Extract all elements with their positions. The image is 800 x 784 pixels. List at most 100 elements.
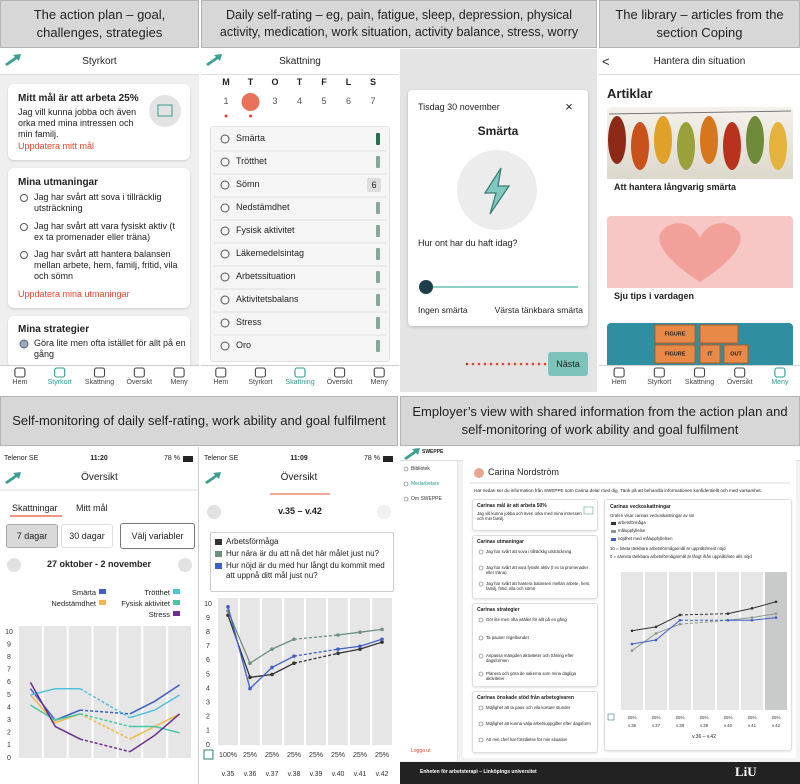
nav-label[interactable]: Meny [170,379,188,386]
nav-label[interactable]: Översikt [326,379,353,386]
rating-item[interactable]: Läkemedelsintag [236,248,305,258]
legend-label: Trötthet [144,588,170,597]
nav-label[interactable]: Styrkort [647,379,672,386]
nav-label[interactable]: Översikt [726,379,753,386]
rating-list [210,126,390,362]
date[interactable]: 7 [370,96,376,106]
screen-title: Hantera din situation [653,56,746,67]
employee-name: Carina Nordström [488,467,560,477]
period: v.36 – v.42 [692,734,716,740]
card-text: Grafen visar carinas veckoskattningar av… [610,513,695,518]
status-battery: 78 % [364,455,380,462]
list-item: Jag har svårt att sova i tillräcklig uts… [486,549,572,554]
list-item: Jag har svårt att vara fysiskt aktiv (t … [34,221,176,242]
rating-item[interactable]: Fysisk aktivitet [236,225,295,235]
nav-label[interactable]: Meny [771,379,789,386]
period: v.35 – v.42 [278,506,322,516]
nav-label[interactable]: Styrkort [47,379,72,386]
legend-label: måluppfyllelse [618,528,646,533]
weekday: T [296,77,303,87]
choose-button[interactable]: Välj variabler [120,523,195,549]
back-button[interactable]: < [602,54,610,69]
slider-max-label: Värsta tänkbara smärta [494,305,583,315]
date[interactable]: 1 [223,96,229,106]
tab[interactable]: Skattningar [12,503,58,513]
card-heading: Mina strategier [18,324,90,335]
card [472,691,598,753]
link[interactable]: Uppdatera mitt mål [18,141,95,151]
date[interactable]: 2 [247,96,253,106]
app-header [599,49,800,75]
list-item: Planera och göra de sakerna som mina dag… [486,671,577,682]
list-item: Möjlighet att ta paus och vila kortare s… [486,705,571,710]
rating-item[interactable]: Aktivitetsbalans [236,294,299,304]
next-button[interactable]: Nästa [548,352,588,376]
date[interactable]: 4 [296,96,302,106]
footer-text: Enheten för arbetsterapi – Linköpings un… [420,769,537,775]
nav-label[interactable]: Skattning [84,379,115,386]
nav-label[interactable]: Hem [213,379,229,386]
caption: Daily self-rating – eg, pain, fatigue, s… [201,0,597,48]
card-text: Jag vill kunna jobba och även orka med m… [18,107,137,139]
prev-button[interactable]: < [11,559,17,569]
screen-title: Översikt [280,472,318,483]
nav-label[interactable]: Styrkort [248,379,273,386]
nav-label[interactable]: Meny [370,379,388,386]
question: Hur ont har du haft idag? [418,238,518,248]
caption: Employer’s view with shared information … [400,396,800,446]
weekday: F [321,77,327,87]
rating-item[interactable]: Nedstämdhet [236,202,290,212]
rating-item[interactable]: Trötthet [236,156,267,166]
article-title[interactable]: Sju tips i vardagen [614,291,695,301]
score-box: 6 [367,178,381,192]
status-battery: 78 % [164,455,180,462]
status-time: 11:09 [290,455,308,462]
nav-label[interactable]: Skattning [684,379,715,386]
list-item: Att min chef har förståelse för min situ… [486,737,568,742]
next-button[interactable]: > [182,559,188,569]
prev-button[interactable]: < [211,506,217,516]
status-time: 11:20 [90,455,108,462]
legend-box [210,532,394,592]
tab[interactable]: Mitt mål [76,503,108,513]
period: 27 oktober - 2 november [46,559,152,569]
close-button[interactable]: × [565,99,573,114]
next-button[interactable]: > [381,506,387,516]
logout[interactable]: Logga ut [411,748,431,754]
card [472,603,598,687]
weekday: L [345,77,352,87]
list-item: Anpassa mängden aktiviteter och träning … [486,653,574,664]
range-button[interactable]: 30 dagar [61,524,113,548]
rating-item[interactable]: Sömn [236,179,260,189]
rating-item[interactable]: Smärta [236,133,266,143]
intro: Här nedan ser du information från SWEPPE… [474,488,762,493]
link[interactable]: Uppdatera mina utmaningar [18,289,130,299]
date[interactable]: 3 [272,96,278,106]
sidebar-item[interactable]: Medarbetare [411,481,440,487]
rating-item[interactable]: Oro [236,340,252,350]
screen-title: Översikt [81,472,118,483]
screen-title: Skattning [279,56,321,67]
section-heading: Artiklar [607,86,653,101]
rating-item[interactable]: Stress [236,317,262,327]
rating-item[interactable]: Arbetssituation [236,271,296,281]
footer [400,762,800,784]
card-heading: Carinas önskade stöd från arbetsgivaren [477,695,574,701]
nav-label[interactable]: Översikt [126,379,153,386]
date[interactable]: 6 [345,96,351,106]
nav-label[interactable]: Hem [12,379,28,386]
range-button[interactable]: 7 dagar [6,524,58,548]
card-text: Jag vill kunna jobba och även orka med m… [477,511,582,522]
legend-label: arbetsförmåga [618,520,646,525]
legend-label: Nedstämdhet [51,599,96,608]
nav-label[interactable]: Hem [611,379,627,386]
legend-label: Hur nära är du att nå det här målet just… [226,549,379,558]
sidebar-item[interactable]: Bibliotek [411,466,430,472]
nav-label[interactable]: Skattning [285,379,315,386]
sidebar-item[interactable]: Om SWEPPE [411,496,442,502]
date[interactable]: 5 [321,96,327,106]
card [472,499,598,531]
screen-title: Styrkort [82,56,117,67]
article-title[interactable]: Att hantera långvarig smärta [614,182,737,192]
